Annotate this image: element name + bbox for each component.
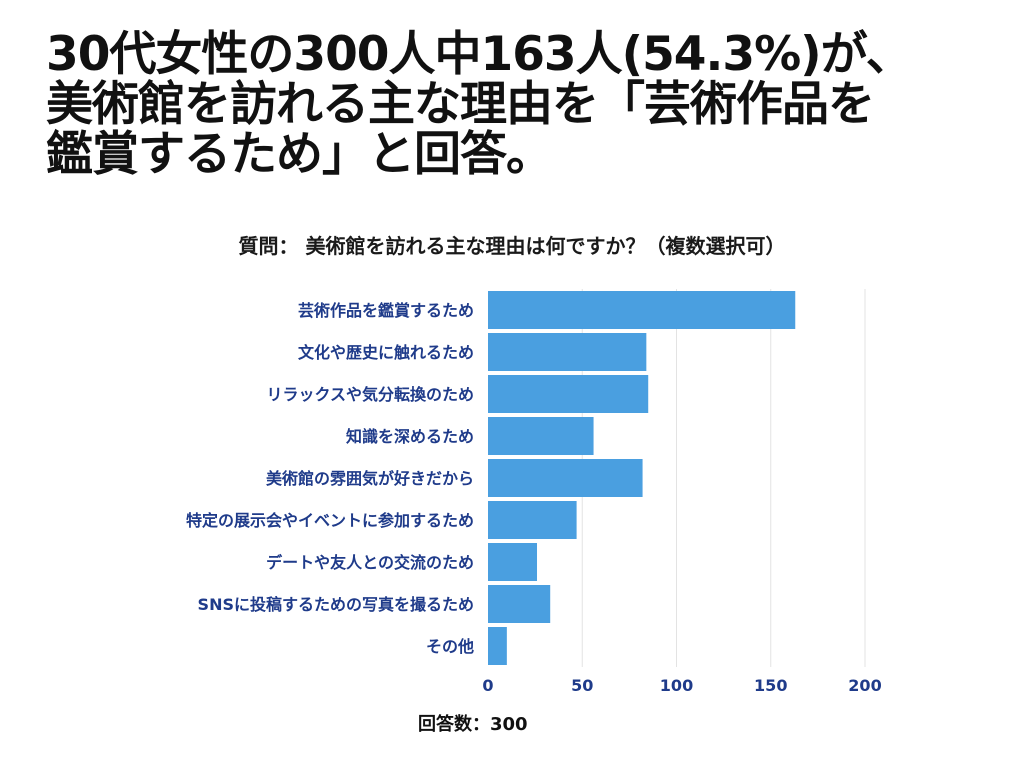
headline: 30代女性の300人中163人(54.3%)が、 美術館を訪れる主な理由を「芸術… (46, 27, 913, 182)
bar (488, 291, 796, 329)
bar (488, 585, 551, 623)
category-label: 文化や歴史に触れるため (298, 343, 474, 362)
category-label: SNSに投稿するための写真を撮るため (198, 595, 474, 614)
bar (488, 333, 647, 371)
x-axis-ticks: 0 50 100 150 200 (482, 676, 881, 695)
bar (488, 417, 594, 455)
bar (488, 501, 577, 539)
x-tick-label: 200 (848, 676, 881, 695)
x-tick-label: 150 (754, 676, 787, 695)
category-label: 芸術作品を鑑賞するため (298, 301, 474, 320)
bar (488, 459, 643, 497)
x-tick-label: 50 (571, 676, 593, 695)
x-tick-label: 0 (482, 676, 493, 695)
category-label: デートや友人との交流のため (266, 553, 474, 572)
category-label: 特定の展示会やイベントに参加するため (186, 511, 474, 530)
category-label: 美術館の雰囲気が好きだから (266, 469, 474, 488)
x-tick-label: 100 (660, 676, 693, 695)
bar (488, 627, 507, 665)
category-label: その他 (426, 637, 474, 656)
respondent-count: 回答数：300 (418, 714, 528, 735)
category-label: 知識を深めるため (346, 427, 474, 446)
chart-title: 質問： 美術館を訪れる主な理由は何ですか？（複数選択可） (238, 234, 786, 258)
bars (488, 291, 796, 665)
bar (488, 375, 649, 413)
category-labels: 芸術作品を鑑賞するため文化や歴史に触れるためリラックスや気分転換のため知識を深め… (186, 301, 474, 656)
category-label: リラックスや気分転換のため (266, 385, 474, 404)
bar (488, 543, 538, 581)
